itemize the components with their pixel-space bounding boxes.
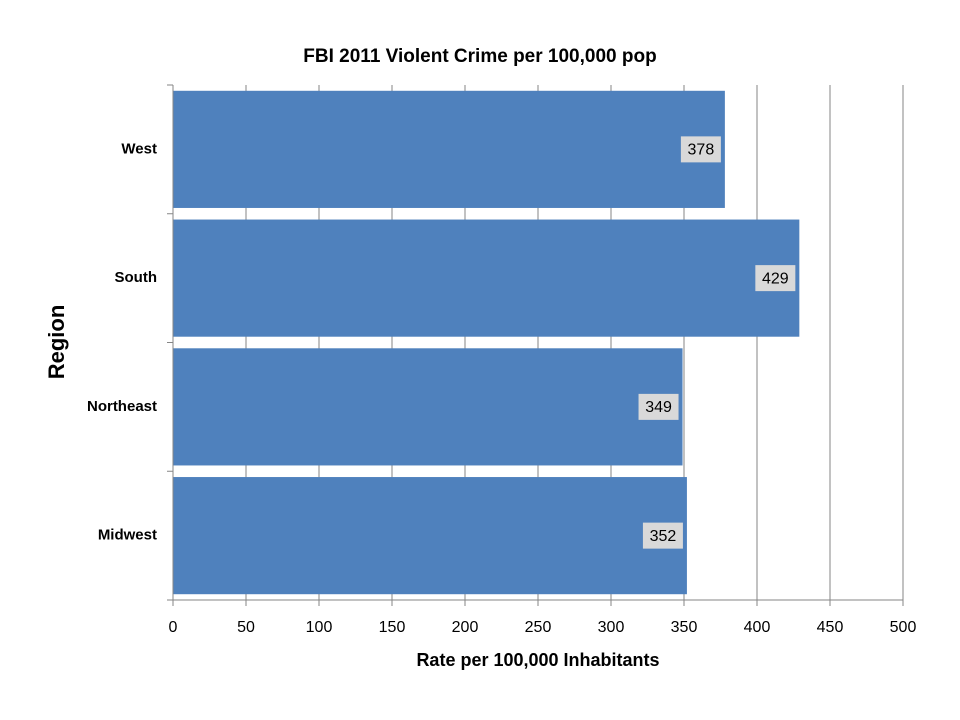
value-label-box <box>642 522 683 549</box>
x-tick-label: 50 <box>237 619 255 636</box>
x-tick-label: 500 <box>890 619 917 636</box>
x-tick-label: 0 <box>169 619 178 636</box>
x-tick-label: 200 <box>452 619 479 636</box>
x-tick-label: 400 <box>744 619 771 636</box>
x-tick-label: 250 <box>525 619 552 636</box>
value-label: 352 <box>650 528 677 545</box>
y-tick-label: South <box>115 269 158 286</box>
y-tick-label: Northeast <box>87 398 157 415</box>
y-tick-label: Midwest <box>98 527 157 544</box>
bar <box>173 90 725 208</box>
x-tick-label: 150 <box>379 619 406 636</box>
bar <box>173 219 800 337</box>
value-label-box <box>638 393 679 420</box>
y-axis-title: Region <box>44 305 69 380</box>
x-tick-label: 300 <box>598 619 625 636</box>
y-tick-label: West <box>121 140 157 157</box>
x-tick-label: 450 <box>817 619 844 636</box>
value-label: 349 <box>645 399 672 416</box>
value-label-box <box>755 265 796 292</box>
value-label: 378 <box>688 142 715 159</box>
x-tick-label: 350 <box>671 619 698 636</box>
chart-title: FBI 2011 Violent Crime per 100,000 pop <box>303 46 656 67</box>
x-tick-label: 100 <box>306 619 333 636</box>
bar <box>173 348 683 466</box>
x-axis-title: Rate per 100,000 Inhabitants <box>416 650 659 670</box>
value-label: 429 <box>762 270 789 287</box>
bar <box>173 477 687 595</box>
value-label-box <box>680 136 721 163</box>
